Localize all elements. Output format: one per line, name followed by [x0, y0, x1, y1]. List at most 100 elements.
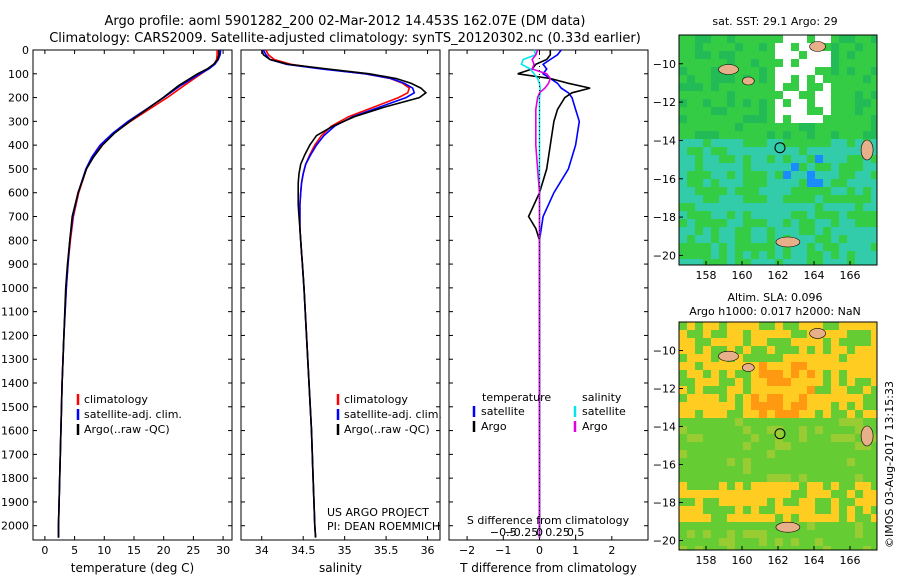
depth-tick-label: 1600 — [1, 425, 29, 438]
sst-map-cell — [807, 51, 815, 59]
sla-map-cell — [807, 506, 815, 514]
sst-map-ytick-label: −20 — [653, 249, 676, 262]
difference-xtick-label: −2 — [459, 544, 475, 557]
sst-map-cell — [751, 147, 759, 155]
sla-map-xtick-label: 164 — [804, 554, 825, 567]
sla-map-cell — [807, 362, 815, 370]
sst-map-cell — [735, 179, 743, 187]
sst-map-cell — [711, 67, 719, 75]
sla-map-cell — [767, 410, 775, 418]
sst-map-cell — [783, 187, 791, 195]
sst-map-cell — [855, 251, 863, 259]
sst-map-cell — [831, 59, 839, 67]
salinity-legend-label: climatology — [344, 393, 408, 406]
sla-map-cell — [831, 354, 839, 362]
sst-map-xtick-label: 158 — [696, 269, 717, 282]
sst-map-cell — [783, 75, 791, 83]
sla-map-cell — [759, 530, 767, 538]
sla-map-cell — [727, 546, 735, 550]
sst-map-cell — [727, 75, 735, 83]
sst-map-cell — [863, 243, 871, 251]
sst-map-cell — [711, 83, 719, 91]
sst-map-cell — [871, 227, 877, 235]
sla-map-cell — [775, 362, 783, 370]
sla-map-cell — [735, 338, 743, 346]
diff-legend-label: satellite — [582, 405, 626, 418]
sst-map-cell — [823, 147, 831, 155]
sla-map-cell — [743, 346, 751, 354]
sla-map-cell — [799, 474, 807, 482]
sla-map-cell — [735, 330, 743, 338]
sst-map-cell — [783, 91, 791, 99]
sla-map-cell — [807, 322, 815, 330]
sst-map-cell — [791, 107, 799, 115]
sst-map-cell — [751, 59, 759, 67]
sst-map-cell — [775, 155, 783, 163]
sla-map-cell — [863, 498, 871, 506]
imos-watermark: ©IMOS 03-Aug-2017 13:15:33 — [883, 381, 896, 548]
sla-map-ytick-label: −14 — [653, 421, 676, 434]
sst-map-cell — [871, 67, 877, 75]
sla-map-cell — [791, 378, 799, 386]
sla-map-cell — [799, 394, 807, 402]
difference-xlabel: T difference from climatology — [459, 561, 637, 575]
sst-map-cell — [711, 211, 719, 219]
sst-map-xtick-label: 164 — [804, 269, 825, 282]
sla-map-cell — [735, 514, 743, 522]
sla-map-cell — [807, 490, 815, 498]
temperature-xtick-label: 30 — [216, 544, 230, 557]
sst-map-cell — [839, 155, 847, 163]
sst-map-cell — [767, 195, 775, 203]
sst-map-cell — [871, 131, 877, 139]
sla-map-cell — [839, 346, 847, 354]
sst-map-cell — [791, 179, 799, 187]
sla-map-cell — [743, 530, 751, 538]
sst-map-cell — [815, 155, 823, 163]
sst-map-cell — [687, 139, 695, 147]
sst-map-cell — [855, 243, 863, 251]
sla-map-cell — [751, 530, 759, 538]
sst-map-cell — [783, 59, 791, 67]
sst-map-cell — [791, 171, 799, 179]
sst-map-cell — [831, 203, 839, 211]
sst-map-cell — [839, 219, 847, 227]
sst-map-cell — [679, 211, 687, 219]
sla-map-cell — [727, 402, 735, 410]
sst-map-cell — [695, 195, 703, 203]
sla-map-cell — [847, 370, 855, 378]
sst-map-cell — [855, 147, 863, 155]
sla-map-cell — [727, 490, 735, 498]
sla-map-cell — [863, 322, 871, 330]
sst-map-cell — [775, 147, 783, 155]
sst-map-cell — [863, 75, 871, 83]
sst-map-cell — [815, 179, 823, 187]
sst-map-cell — [695, 259, 703, 265]
sst-map-cell — [703, 179, 711, 187]
sla-map-cell — [719, 402, 727, 410]
sla-map-cell — [735, 498, 743, 506]
sla-map-cell — [695, 386, 703, 394]
sst-map-cell — [871, 235, 877, 243]
sst-map-cell — [863, 227, 871, 235]
sla-map-cell — [823, 330, 831, 338]
sst-map-cell — [727, 35, 735, 43]
sst-map-cell — [791, 163, 799, 171]
sla-map-cell — [679, 490, 687, 498]
sst-map-cell — [719, 163, 727, 171]
diff-xlabel2: S difference from climatology — [467, 514, 630, 527]
sla-map-cell — [767, 330, 775, 338]
sst-map: sat. SST: 29.1 Argo: 29 158 160 162 164 166 −1… — [653, 15, 878, 282]
sst-map-cell — [759, 43, 767, 51]
sla-map-cell — [751, 338, 759, 346]
sla-map-cell — [775, 506, 783, 514]
sst-map-cell — [711, 75, 719, 83]
sst-map-cell — [839, 147, 847, 155]
depth-tick-label: 700 — [8, 211, 29, 224]
sst-map-cell — [815, 99, 823, 107]
sst-map-cell — [743, 251, 751, 259]
sst-map-cell — [799, 171, 807, 179]
sla-map-cell — [791, 370, 799, 378]
sst-map-cell — [695, 131, 703, 139]
sst-map-cell — [703, 147, 711, 155]
sst-map-cell — [775, 99, 783, 107]
